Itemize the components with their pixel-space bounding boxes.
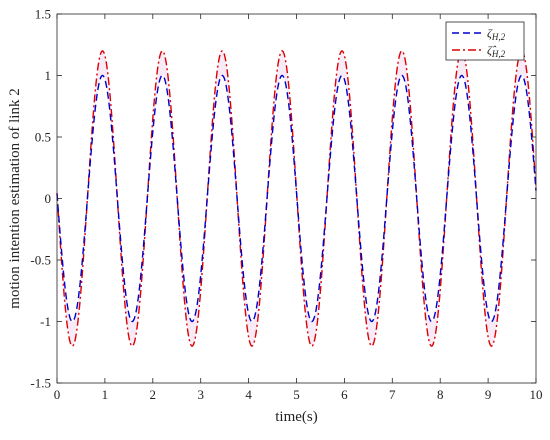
legend-label-subscript: H,2	[491, 49, 506, 59]
y-tick-label: 0	[45, 191, 52, 206]
x-tick-label: 0	[54, 387, 61, 402]
x-axis: 0 1 2 3 4 5 6 7 8 9 10	[54, 14, 543, 402]
series-layer	[56, 50, 537, 347]
x-axis-label: time(s)	[275, 409, 318, 425]
x-tick-label: 2	[150, 387, 157, 402]
y-tick-label: -1.5	[30, 376, 51, 391]
x-tick-label: 5	[293, 387, 300, 402]
y-axis-label: motion intention estimation of link 2	[7, 88, 23, 308]
legend: ζH,2ζ̂H,2	[445, 21, 525, 61]
x-tick-label: 3	[197, 387, 204, 402]
y-axis: -1.5 -1 -0.5 0 0.5 1 1.5	[30, 7, 536, 391]
plot-area	[56, 13, 537, 384]
x-tick-label: 8	[437, 387, 444, 402]
x-tick-label: 7	[389, 387, 396, 402]
x-tick-label: 1	[102, 387, 109, 402]
legend-label: ζH,2	[487, 26, 506, 42]
series-actual-line	[56, 74, 537, 323]
y-tick-label: -1	[40, 314, 51, 329]
y-tick-label: -0.5	[30, 253, 51, 268]
y-tick-label: 1	[45, 68, 52, 83]
x-tick-label: 10	[530, 387, 543, 402]
legend-items: ζH,2ζ̂H,2	[452, 26, 506, 59]
y-tick-label: 1.5	[35, 7, 51, 22]
x-tick-label: 6	[341, 387, 348, 402]
x-tick-label: 9	[485, 387, 492, 402]
x-tick-label: 4	[245, 387, 252, 402]
series-estimate-line	[56, 50, 537, 347]
legend-label-base: ζ	[487, 26, 493, 40]
legend-label-subscript: H,2	[491, 32, 506, 42]
legend-label: ζ̂H,2	[487, 43, 506, 59]
legend-box	[445, 21, 525, 61]
y-tick-label: 0.5	[35, 130, 51, 145]
